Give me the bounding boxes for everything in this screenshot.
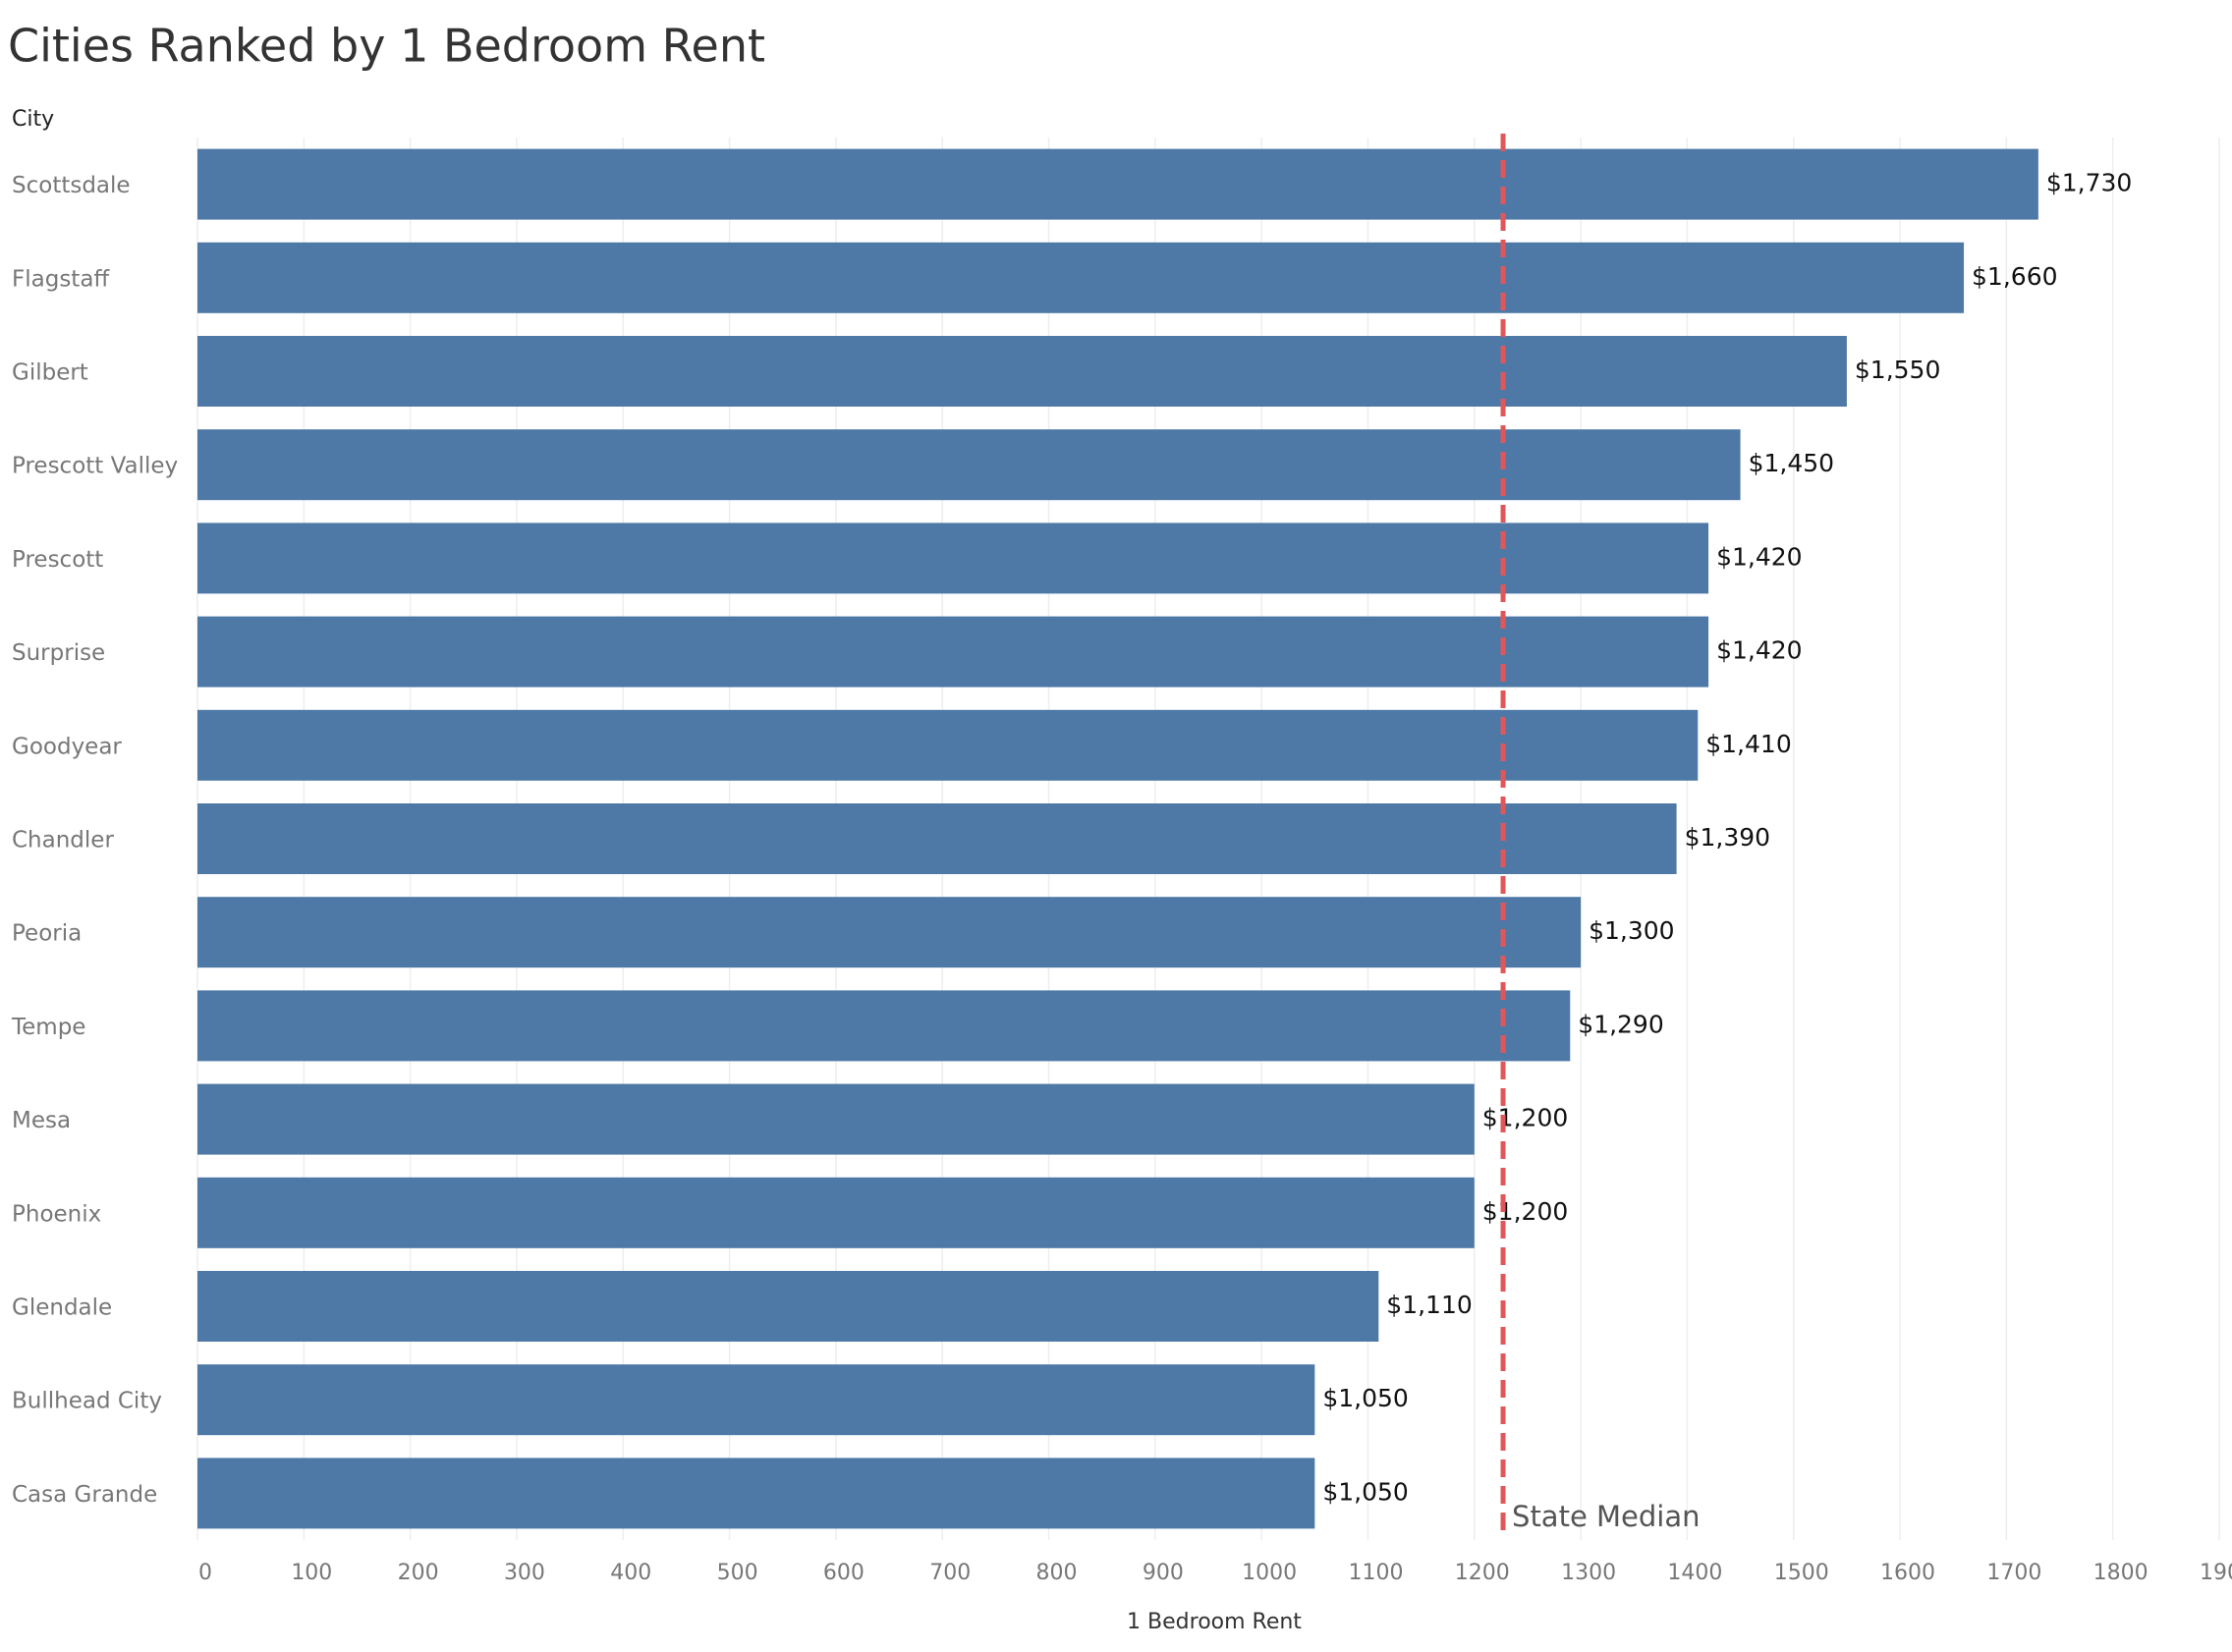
- x-tick-label: 1400: [1667, 1561, 1722, 1585]
- y-tick-label: Tempe: [11, 1015, 85, 1040]
- y-tick-label: Chandler: [12, 828, 114, 854]
- value-label: $1,050: [1322, 1384, 1408, 1412]
- x-tick-label: 800: [1036, 1561, 1078, 1585]
- x-tick-label: 600: [823, 1561, 865, 1585]
- bar: [197, 429, 1741, 501]
- value-label: $1,050: [1322, 1477, 1408, 1506]
- y-tick-label: Gilbert: [12, 360, 88, 386]
- bar: [197, 803, 1677, 874]
- reference-label: State Median: [1512, 1500, 1700, 1533]
- bar: [197, 709, 1699, 781]
- bar: [197, 148, 2038, 220]
- x-tick-label: 1100: [1348, 1561, 1403, 1585]
- y-tick-label: Prescott: [12, 547, 103, 573]
- x-tick-label: 500: [717, 1561, 758, 1585]
- y-tick-label: Phoenix: [12, 1201, 101, 1227]
- value-label: $1,110: [1386, 1291, 1472, 1319]
- x-tick-label: 1700: [1986, 1561, 2041, 1585]
- x-tick-label: 900: [1143, 1561, 1184, 1585]
- y-tick-label: Bullhead City: [12, 1389, 162, 1414]
- y-tick-label: Goodyear: [12, 734, 122, 759]
- y-tick-label: Scottsdale: [12, 173, 131, 198]
- y-tick-label: Surprise: [12, 640, 105, 666]
- x-tick-label: 100: [291, 1561, 332, 1585]
- y-tick-label: Peoria: [12, 921, 82, 947]
- x-tick-label: 1300: [1561, 1561, 1616, 1585]
- y-axis-title: City: [12, 107, 54, 132]
- chart-title: Cities Ranked by 1 Bedroom Rent: [8, 20, 765, 73]
- value-label: $1,200: [1482, 1104, 1568, 1132]
- y-tick-label: Casa Grande: [12, 1482, 157, 1508]
- x-tick-label: 200: [398, 1561, 439, 1585]
- value-label: $1,390: [1685, 823, 1770, 852]
- bar: [197, 1364, 1315, 1436]
- value-label: $1,410: [1705, 730, 1791, 758]
- bar: [197, 1083, 1475, 1155]
- value-label: $1,550: [1855, 356, 1940, 384]
- bar: [197, 523, 1709, 594]
- value-label: $1,420: [1716, 542, 1802, 571]
- x-axis-title: 1 Bedroom Rent: [1127, 1610, 1302, 1634]
- value-label: $1,290: [1578, 1010, 1663, 1038]
- bar: [197, 336, 1847, 407]
- value-label: $1,450: [1749, 449, 1834, 477]
- bar: [197, 897, 1582, 968]
- x-tick-label: 1600: [1880, 1561, 1935, 1585]
- x-tick-label: 1500: [1774, 1561, 1829, 1585]
- x-tick-label: 1200: [1455, 1561, 1510, 1585]
- x-tick-label: 1000: [1242, 1561, 1297, 1585]
- y-tick-label: Glendale: [12, 1295, 112, 1321]
- value-label: $1,730: [2046, 169, 2132, 197]
- x-tick-label: 400: [610, 1561, 651, 1585]
- bar: [197, 1458, 1315, 1529]
- bar: [197, 616, 1709, 688]
- x-tick-label: 1900: [2200, 1561, 2232, 1585]
- y-tick-label: Prescott Valley: [12, 454, 178, 479]
- value-label: $1,300: [1589, 916, 1674, 945]
- value-label: $1,420: [1716, 636, 1802, 665]
- x-tick-label: 0: [198, 1561, 212, 1585]
- x-tick-label: 300: [504, 1561, 545, 1585]
- bar: [197, 990, 1571, 1062]
- x-tick-label: 1800: [2093, 1561, 2148, 1585]
- value-label: $1,200: [1482, 1197, 1568, 1226]
- bar: [197, 1177, 1475, 1248]
- x-tick-label: 700: [929, 1561, 971, 1585]
- y-tick-label: Mesa: [12, 1108, 71, 1133]
- bar: [197, 242, 1965, 313]
- bar: [197, 1271, 1379, 1342]
- y-tick-label: Flagstaff: [12, 266, 110, 292]
- value-label: $1,660: [1972, 262, 2057, 291]
